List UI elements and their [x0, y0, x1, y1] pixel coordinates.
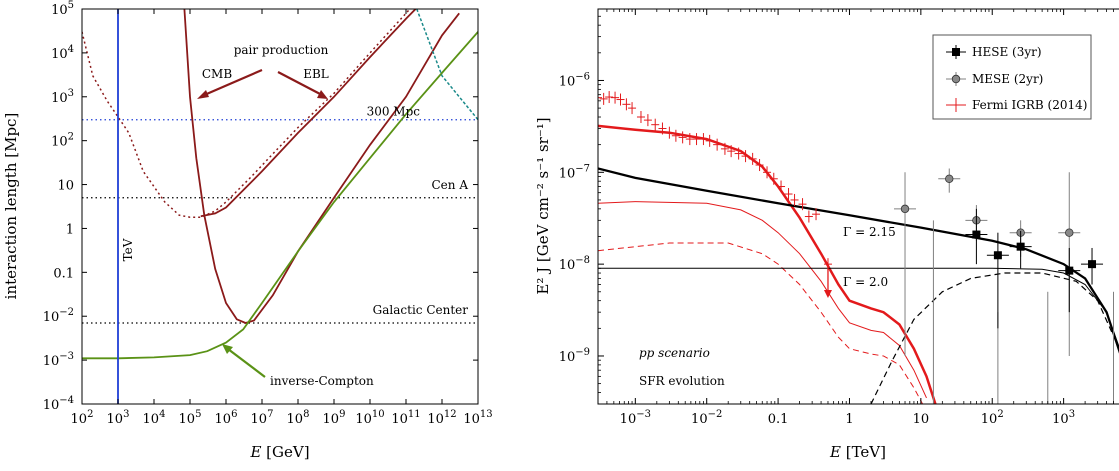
- mese-point: [900, 204, 910, 214]
- label-pp-scenario: pp scenario: [639, 346, 710, 360]
- x-axis-label: E [GeV]: [249, 443, 309, 461]
- x-tick-label: 103: [107, 409, 130, 427]
- x-tick-label: 105: [179, 409, 202, 427]
- legend: HESE (3yr) MESE (2yr) Fermi IGRB (2014): [932, 34, 1092, 120]
- arrow-ebl: [277, 71, 323, 96]
- y-tick-label: 0.1: [53, 266, 74, 281]
- arrowhead-cmb: [197, 90, 209, 99]
- fermi-upper-limit-arrow: [823, 289, 832, 298]
- series-line-ic: [82, 31, 478, 360]
- plot-area: [82, 9, 478, 404]
- label-cen-a: Cen A: [432, 178, 469, 192]
- hese-point: [972, 230, 981, 239]
- y-tick-label: 104: [51, 44, 74, 62]
- x-tick-label: 107: [251, 409, 274, 427]
- mese-point: [1065, 228, 1074, 237]
- legend-entry: MESE (2yr): [972, 72, 1043, 86]
- x-tick-label: 1: [845, 412, 853, 427]
- label-inverse-compton: inverse-Compton: [270, 374, 374, 388]
- series-line-pair_ebl_full: [200, 9, 417, 218]
- series-line-teal_dashed: [416, 9, 478, 121]
- x-tick-label: 106: [215, 409, 238, 427]
- plot-area: [598, 91, 1119, 404]
- legend-entry: HESE (3yr): [972, 45, 1042, 59]
- label-gamma-2-0: Γ = 2.0: [843, 275, 888, 289]
- x-tick-label: 10: [913, 412, 930, 427]
- arrowhead-ic: [222, 344, 233, 354]
- x-tick-label: 1010: [355, 409, 384, 427]
- series-line-black_dashed: [870, 272, 1119, 404]
- x-tick-label: 108: [287, 409, 310, 427]
- label-sfr-evolution: SFR evolution: [639, 374, 725, 388]
- x-axis-label: E [TeV]: [829, 443, 886, 461]
- legend-hese-marker: [952, 48, 960, 56]
- left-panel: 300 Mpc Cen A Galactic Center TeV pair produ…: [2, 0, 493, 461]
- series-line-pair_cmb: [183, 9, 460, 324]
- y-tick-label: 10−3: [43, 351, 74, 369]
- label-pair-production: pair production: [234, 43, 329, 57]
- x-tick-label: 0.1: [768, 412, 789, 427]
- x-tick-label: 104: [143, 409, 166, 427]
- label-tev: TeV: [121, 238, 135, 261]
- label-300-mpc: 300 Mpc: [367, 105, 421, 119]
- arrow-ic: [227, 348, 266, 378]
- legend-mese-marker: [951, 74, 961, 84]
- y-tick-label: 10−7: [559, 163, 590, 181]
- series-line-pair_ebl: [82, 9, 411, 218]
- y-tick-label: 10−6: [559, 71, 590, 89]
- legend-entry: Fermi IGRB (2014): [972, 98, 1087, 112]
- x-tick-label: 102: [981, 409, 1004, 427]
- y-tick-label: 102: [51, 132, 74, 150]
- label-galactic-center: Galactic Center: [373, 303, 469, 317]
- y-tick-label: 103: [51, 88, 74, 106]
- x-tick-label: 1011: [391, 409, 420, 427]
- mese-point: [945, 174, 954, 183]
- series-line-pp_thin: [598, 201, 927, 399]
- y-tick-label: 10−4: [43, 395, 74, 413]
- series-line-pp_dashed: [598, 242, 924, 404]
- y-axis-label: E² J [GeV cm⁻² s⁻¹ sr⁻¹]: [534, 117, 552, 294]
- y-tick-label: 10−9: [559, 347, 590, 365]
- x-tick-label: 109: [323, 409, 346, 427]
- label-cmb: CMB: [202, 67, 232, 81]
- arrow-cmb: [201, 68, 263, 98]
- label-gamma-2-15: Γ = 2.15: [843, 225, 896, 239]
- x-tick-label: 1013: [463, 409, 492, 427]
- x-tick-label: 10−2: [691, 409, 722, 427]
- y-tick-label: 1: [66, 222, 74, 237]
- hese-point: [993, 251, 1002, 260]
- hese-point: [1016, 242, 1025, 251]
- label-ebl: EBL: [303, 67, 329, 81]
- series-line-fermi_fit: [598, 124, 937, 404]
- y-tick-label: 10−2: [43, 307, 74, 325]
- arrowhead-ebl: [317, 90, 328, 99]
- y-tick-label: 10−8: [559, 255, 590, 273]
- plot-frame: [81, 8, 479, 405]
- y-axis-label: interaction length [Mpc]: [2, 113, 20, 300]
- hese-point: [1065, 266, 1074, 275]
- series-line-gamma2_thin: [598, 267, 1119, 349]
- x-tick-label: 102: [71, 409, 94, 427]
- x-tick-label: 103: [1052, 409, 1075, 427]
- hese-point: [1088, 260, 1097, 269]
- y-tick-label: 10: [57, 179, 74, 194]
- y-tick-label: 105: [51, 0, 74, 18]
- plot-frame: [597, 8, 1119, 405]
- x-tick-label: 10−3: [620, 409, 651, 427]
- x-tick-label: 1012: [427, 409, 456, 427]
- right-panel: Γ = 2.15 Γ = 2.0 pp scenario SFR evolution H…: [534, 8, 1119, 461]
